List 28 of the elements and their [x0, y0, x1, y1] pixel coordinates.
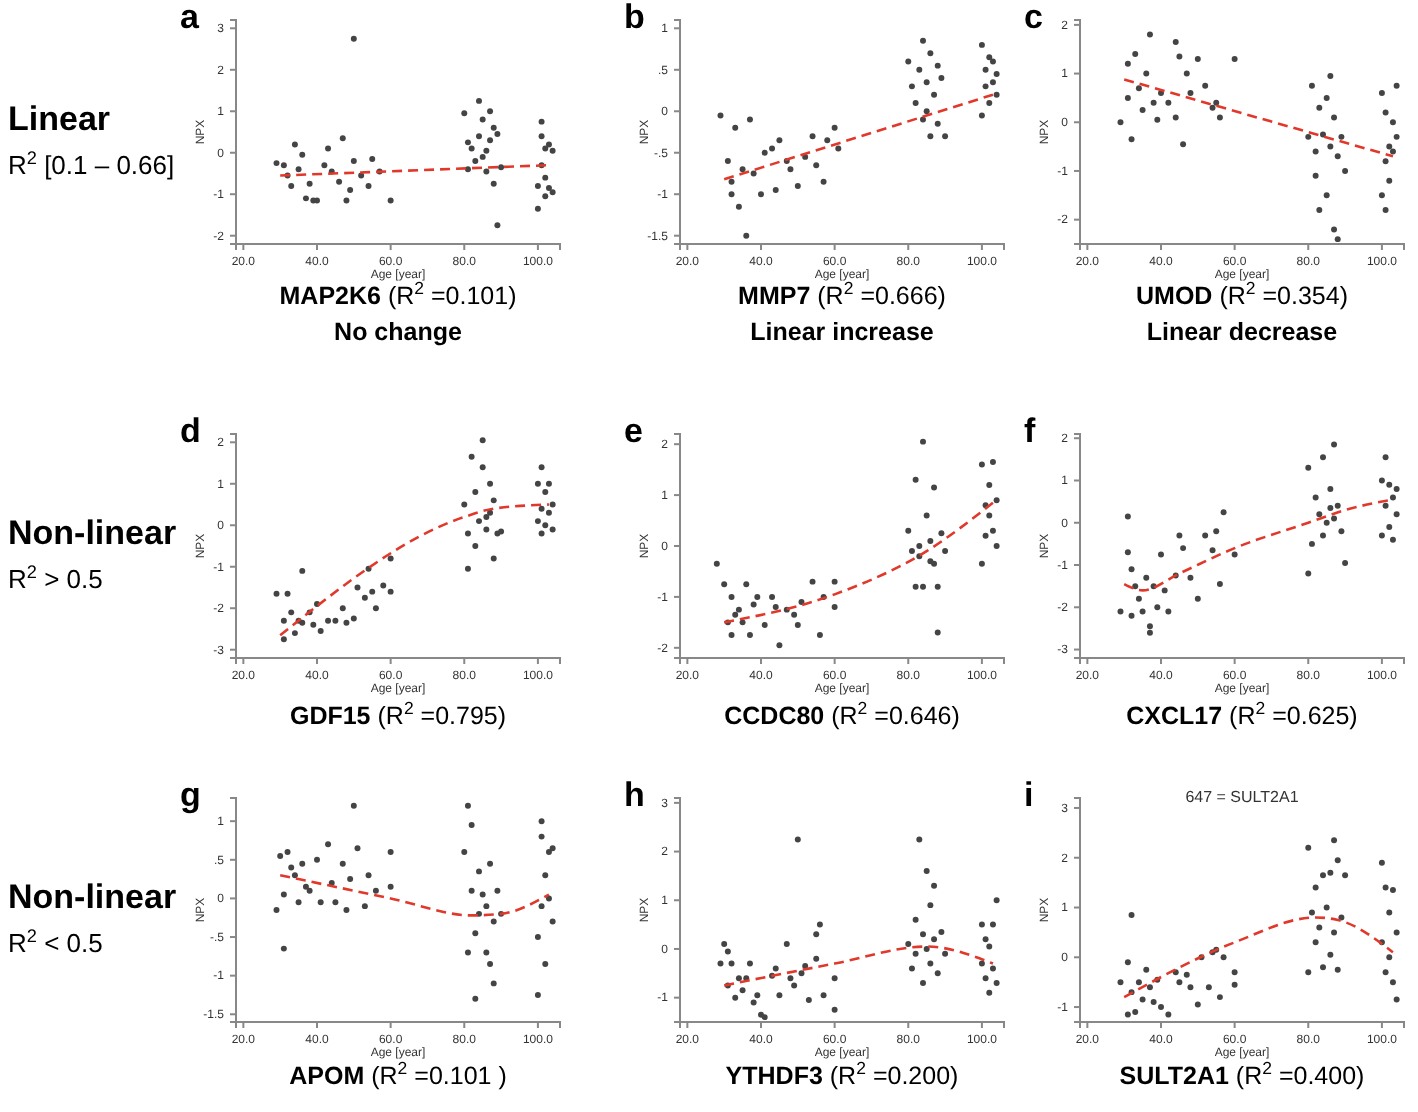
text: Non-linear: [8, 514, 177, 552]
text: e: [624, 412, 643, 450]
text: MMP7 (R$^{2}$ =0.666): [738, 278, 946, 310]
text: No change: [334, 318, 462, 346]
text: CXCL17 (R$^{2}$ =0.625): [1126, 698, 1358, 730]
text: GDF15 (R$^{2}$ =0.795): [289, 698, 507, 730]
text: R$^{2}$ < 0.5: [8, 926, 103, 958]
text: a: [180, 0, 200, 36]
text: f: [1024, 412, 1036, 450]
text: Non-linear: [8, 878, 177, 916]
text: i: [1024, 776, 1034, 814]
text: SULT2A1 (R$^{2}$ =0.400): [1119, 1058, 1365, 1090]
text: APOM (R$^{2}$ =0.101 ): [289, 1058, 507, 1090]
text: g: [180, 776, 201, 814]
text: b: [624, 0, 645, 36]
text: YTHDF3 (R$^{2}$ =0.200): [725, 1058, 959, 1090]
text: R$^{2}$ [0.1 – 0.66]: [8, 148, 175, 180]
text: d: [180, 412, 201, 450]
text: R$^{2}$ > 0.5: [8, 562, 103, 594]
text: UMOD (R$^{2}$ =0.354): [1136, 278, 1348, 310]
text: CCDC80 (R$^{2}$ =0.646): [724, 698, 960, 730]
text: Linear: [8, 100, 111, 138]
chart-title: 647 = SULT2A1: [1185, 788, 1300, 806]
text: MAP2K6 (R$^{2}$ =0.101): [279, 278, 517, 310]
text: Linear decrease: [1146, 318, 1338, 346]
text: c: [1024, 0, 1043, 36]
text: h: [624, 776, 645, 814]
text: Linear increase: [750, 318, 934, 346]
